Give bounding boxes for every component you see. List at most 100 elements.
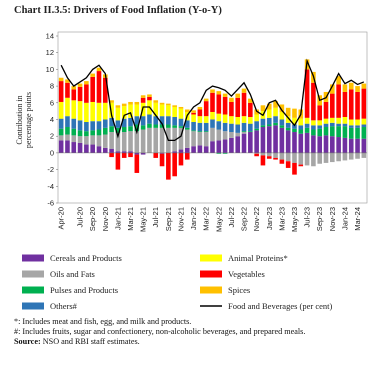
legend-swatch xyxy=(200,270,222,278)
bar-segment xyxy=(292,132,297,153)
bar-segment xyxy=(90,121,95,131)
bar-segment xyxy=(203,101,209,117)
bar-segment xyxy=(84,84,89,103)
bar-segment xyxy=(285,127,291,131)
bar-segment xyxy=(115,105,121,108)
bar-segment xyxy=(153,124,159,128)
bar-segment xyxy=(336,76,341,85)
bar-segment xyxy=(109,102,114,118)
y-axis-label: percentage points xyxy=(24,92,33,148)
bar-segment xyxy=(235,136,241,153)
bar-segment xyxy=(178,149,184,153)
bar-segment xyxy=(279,104,285,112)
bar-segment xyxy=(121,127,127,133)
bar-segment xyxy=(58,81,64,102)
bar-segment xyxy=(58,118,64,129)
bar-segment xyxy=(96,67,102,72)
bar-segment xyxy=(166,116,171,125)
bar-segment xyxy=(273,157,278,160)
bar-segment xyxy=(166,152,171,180)
bar-segment xyxy=(285,130,291,153)
bar-segment xyxy=(292,108,297,118)
bar-segment xyxy=(260,125,266,128)
bar-segment xyxy=(342,84,348,92)
bar-segment xyxy=(58,128,64,136)
bar-segment xyxy=(216,129,222,141)
line xyxy=(60,58,365,142)
bar-segment xyxy=(134,116,140,125)
legend-label: Vegetables xyxy=(228,269,265,279)
x-tick-label: Nov-20 xyxy=(101,207,110,231)
bar-segment xyxy=(266,117,272,125)
bar-segment xyxy=(203,131,209,133)
bar-segment xyxy=(147,123,152,128)
bar-segment xyxy=(279,119,285,126)
x-tick-label: Mar-24 xyxy=(353,207,362,231)
bar-segment xyxy=(172,152,177,177)
bar-segment xyxy=(71,118,77,129)
bar-segment xyxy=(191,112,196,115)
bar-segment xyxy=(102,134,108,148)
bar-segment xyxy=(254,128,259,131)
bar-segment xyxy=(159,152,165,154)
x-tick-label: Apr-20 xyxy=(57,207,66,230)
bar-segment xyxy=(361,127,367,139)
x-tick-label: May-21 xyxy=(139,207,148,232)
bar-segment xyxy=(311,120,316,126)
bar-segment xyxy=(229,137,234,153)
bar-segment xyxy=(285,122,291,128)
bar-segment xyxy=(90,144,95,153)
bar-segment xyxy=(222,131,228,140)
bar-segment xyxy=(115,151,121,153)
bar-segment xyxy=(273,101,278,108)
bar-segment xyxy=(304,117,310,124)
bar-segment xyxy=(102,102,108,120)
bar-segment xyxy=(134,154,140,173)
bar-segment xyxy=(115,152,121,170)
bar-segment xyxy=(84,136,89,145)
bar-segment xyxy=(121,106,127,119)
bar-segment xyxy=(336,84,341,118)
plot-frame xyxy=(57,31,368,204)
bar-segment xyxy=(191,122,196,131)
bar-segment xyxy=(184,109,190,112)
bar-segment xyxy=(71,89,77,101)
bar-segment xyxy=(285,152,291,162)
bar-segment xyxy=(279,152,285,160)
bar-segment xyxy=(210,89,215,93)
bar-segment xyxy=(84,81,89,85)
bar-segment xyxy=(197,109,203,117)
bar-segment xyxy=(216,152,222,154)
bar-segment xyxy=(134,124,140,132)
bar-segment xyxy=(317,105,323,121)
bar-segment xyxy=(355,125,360,128)
bar-segment xyxy=(147,94,152,97)
bar-segment xyxy=(241,92,247,117)
legend-swatch xyxy=(22,286,44,294)
x-tick-label: Jan-23 xyxy=(265,207,274,230)
bar-segment xyxy=(336,123,341,127)
bar-segment xyxy=(84,144,89,153)
bar-segment xyxy=(216,94,222,114)
legend-label: Others# xyxy=(50,301,78,311)
bar-segment xyxy=(191,110,196,113)
x-tick-label: Mar-22 xyxy=(202,207,211,231)
bar-segment xyxy=(210,92,215,112)
x-tick-label: Sep-23 xyxy=(315,207,324,231)
bar-segment xyxy=(191,146,196,153)
bar-segment xyxy=(166,124,171,128)
y-tick-label: -4 xyxy=(47,182,54,191)
x-tick-label: Jan-21 xyxy=(113,207,122,230)
bar-segment xyxy=(210,119,215,128)
bar-segment xyxy=(109,132,114,149)
legend-label: Animal Proteins* xyxy=(228,253,288,263)
bar-segment xyxy=(134,152,140,155)
bar-segment xyxy=(153,127,159,153)
bar-segment xyxy=(361,83,367,89)
bar-segment xyxy=(235,132,241,137)
x-tick-label: Nov-22 xyxy=(252,207,261,231)
bar-segment xyxy=(342,152,348,161)
bar-segment xyxy=(229,116,234,124)
bar-segment xyxy=(254,152,259,154)
bar-segment xyxy=(77,130,83,137)
